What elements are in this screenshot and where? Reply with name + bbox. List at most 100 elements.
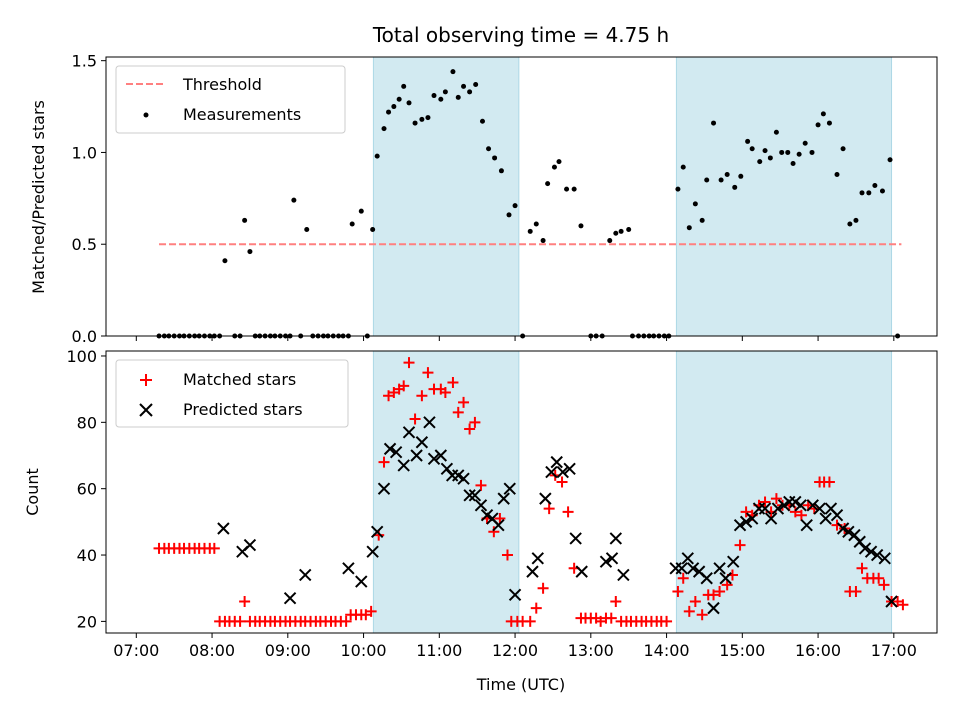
predicted-star-marker: [217, 522, 230, 535]
measurement-point: [773, 129, 779, 135]
measurement-point: [680, 164, 686, 170]
measurement-point: [358, 208, 364, 214]
matched-star-marker: [464, 423, 476, 435]
measurement-point: [790, 160, 796, 166]
predicted-star-marker: [243, 538, 257, 552]
measurement-point: [762, 148, 768, 154]
top-panel: 0.0 0.5 1.0 1.5 Matched/Predicted stars Thr…: [29, 52, 938, 346]
matched-star-marker: [897, 599, 909, 611]
measurement-point: [406, 100, 412, 106]
measurement-point: [461, 83, 467, 89]
top-x-ticks: [135, 336, 895, 341]
predicted-star-marker: [700, 572, 713, 585]
predicted-star-marker: [870, 548, 884, 562]
matched-star-marker: [409, 413, 421, 425]
matched-star-marker: [873, 572, 885, 584]
top-y-axis-label: Matched/Predicted stars: [29, 100, 48, 294]
top-legend-box: [115, 65, 346, 134]
x-tick-label: 13:00: [568, 641, 614, 660]
top-legend: Threshold Measurements: [115, 65, 346, 134]
measurement-point: [692, 201, 698, 207]
matched-star-marker: [530, 602, 542, 614]
x-tick-label: 09:00: [265, 641, 311, 660]
bottom-x-ticks: 07:00 08:00 09:00 10:00 11:00 12:00 13:00 14:00…: [113, 633, 917, 660]
measurement-point: [527, 228, 533, 234]
top-plot-frame: [105, 56, 938, 337]
bottom-y-tick-label: 20: [77, 612, 97, 631]
shaded-interval: [675, 56, 893, 337]
measurement-point: [442, 89, 448, 95]
measurement-point: [853, 217, 859, 223]
measurement-point: [802, 140, 808, 146]
predicted-legend-label: Predicted stars: [183, 400, 303, 419]
measurement-point: [545, 181, 551, 187]
matched-star-marker: [501, 549, 513, 561]
predicted-star-marker: [423, 416, 436, 429]
predicted-star-marker: [370, 525, 384, 539]
measurement-point: [467, 89, 473, 95]
measurement-point: [704, 177, 710, 183]
measurement-point: [391, 104, 397, 110]
predicted-star-marker: [508, 588, 522, 602]
predicted-legend-swatch: [139, 403, 153, 417]
matched-star-marker: [734, 539, 746, 551]
measurement-point: [512, 203, 518, 209]
predicted-star-marker: [474, 499, 488, 512]
measurement-point: [834, 171, 840, 177]
top-y-tick-label: 0.5: [72, 235, 97, 254]
matched-star-marker: [239, 595, 251, 607]
measurement-point: [381, 126, 387, 132]
matched-star-marker: [562, 506, 574, 518]
measurement-point: [479, 118, 485, 124]
measurement-point: [396, 96, 402, 102]
measurement-point: [686, 225, 692, 231]
predicted-star-marker: [402, 426, 416, 439]
predicted-star-marker: [355, 575, 368, 588]
predicted-star-marker: [764, 512, 778, 525]
matched-star-marker: [795, 509, 807, 521]
measurement-point: [473, 82, 479, 88]
matched-star-marker: [689, 595, 701, 607]
predicted-star-marker: [758, 502, 772, 515]
measurement-point: [749, 146, 755, 152]
predicted-star-marker: [864, 545, 878, 558]
matched-star-marker: [556, 476, 568, 488]
predicted-star-marker: [457, 472, 470, 485]
predicted-star-marker: [468, 489, 482, 502]
measurement-point: [222, 258, 228, 264]
matched-star-marker: [398, 380, 410, 392]
measurement-point: [425, 115, 431, 121]
measurement-point: [431, 93, 437, 99]
shaded-interval: [372, 56, 520, 337]
measurement-point: [607, 238, 613, 244]
bottom-y-tick-label: 100: [66, 347, 97, 366]
matched-star-marker: [759, 496, 771, 508]
measurement-point: [745, 138, 751, 144]
measurement-point: [879, 188, 885, 194]
chart-title: Total observing time = 4.75 h: [372, 23, 669, 47]
predicted-star-marker: [675, 562, 688, 575]
predicted-star-markers: [217, 416, 898, 615]
matched-star-marker: [416, 390, 428, 402]
x-tick-label: 07:00: [113, 641, 159, 660]
measurement-point: [291, 197, 297, 203]
x-tick-label: 16:00: [795, 641, 841, 660]
predicted-star-marker: [550, 455, 563, 469]
predicted-star-marker: [617, 568, 630, 582]
matched-star-marker: [524, 615, 536, 627]
matched-star-marker: [721, 579, 733, 591]
predicted-star-marker: [410, 449, 423, 462]
predicted-star-marker: [383, 442, 397, 456]
matched-star-marker: [543, 503, 555, 515]
matched-star-marker: [403, 357, 415, 369]
matched-star-marker: [422, 367, 434, 379]
measurement-point: [401, 83, 407, 89]
measurement-point: [738, 173, 744, 179]
predicted-star-marker: [415, 436, 429, 449]
measurement-point: [826, 120, 832, 126]
matched-star-markers: [153, 357, 909, 627]
matched-star-marker: [856, 562, 868, 574]
matched-star-marker: [789, 506, 801, 518]
matched-star-marker: [378, 456, 390, 468]
measurement-point: [556, 159, 562, 165]
